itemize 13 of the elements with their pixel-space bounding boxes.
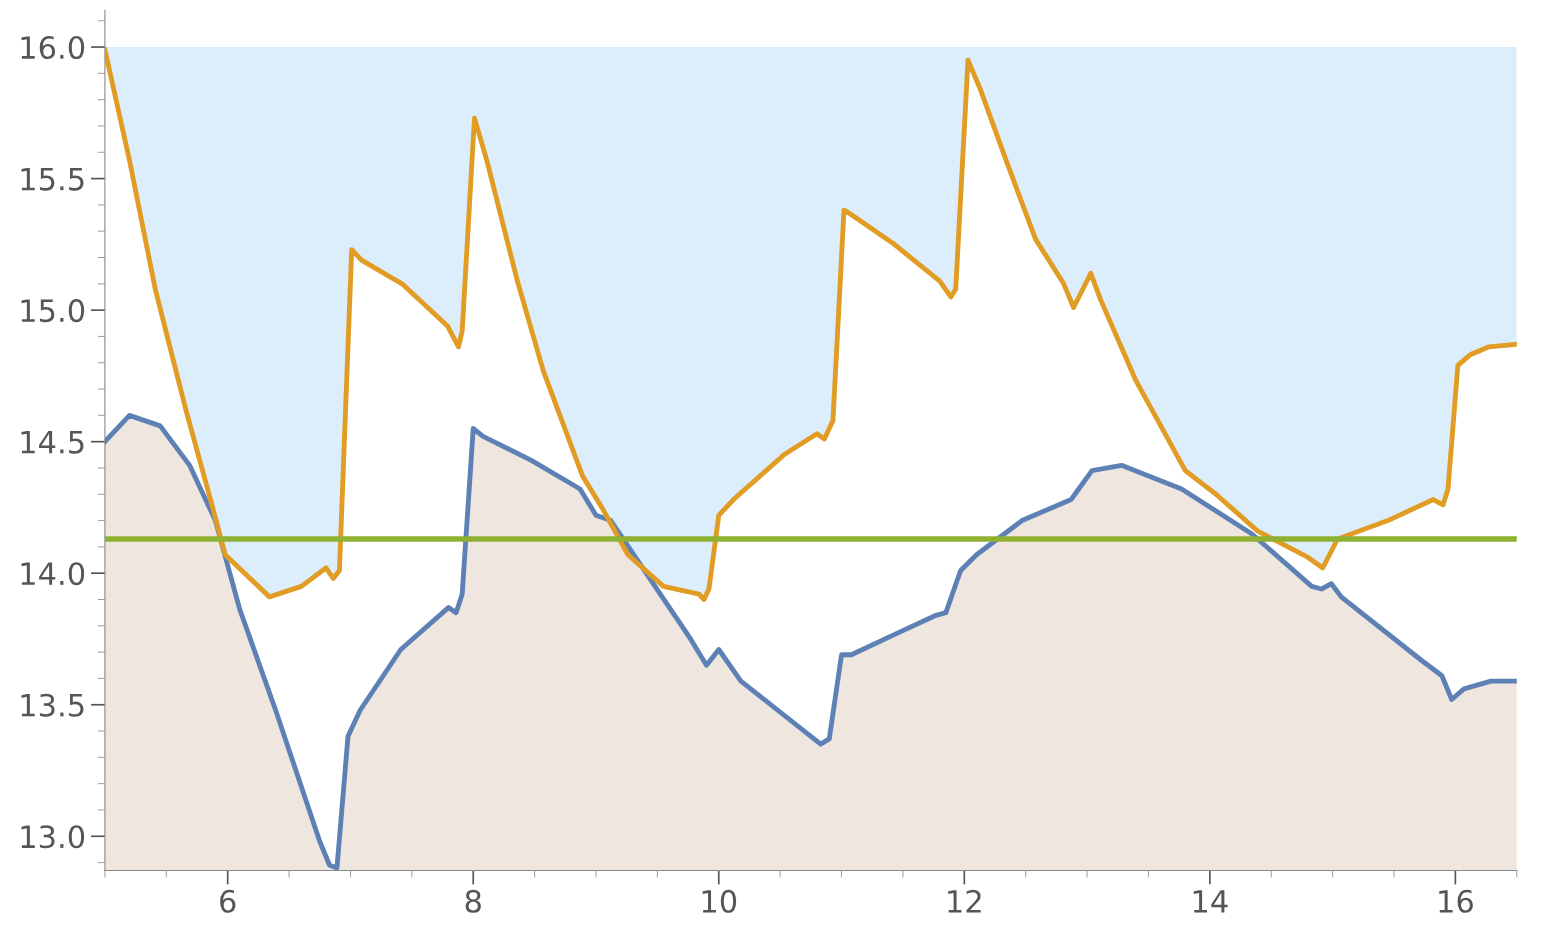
y-tick-label: 13.0 [21,825,85,849]
x-tick-label: 12 [948,889,981,913]
x-tick-label: 8 [465,889,481,913]
x-tick-label: 16 [1439,889,1473,913]
y-tick-label: 15.0 [21,299,85,323]
y-tick-label: 13.5 [21,693,84,717]
y-tick-label: 16.0 [21,35,85,60]
x-tick-label: 6 [220,889,236,913]
y-tick-label: 15.5 [21,167,84,191]
x-tick-label: 10 [702,889,737,913]
y-tick-label: 14.5 [21,430,84,454]
y-tick-label: 14.0 [21,562,85,586]
x-tick-label: 14 [1193,890,1228,913]
